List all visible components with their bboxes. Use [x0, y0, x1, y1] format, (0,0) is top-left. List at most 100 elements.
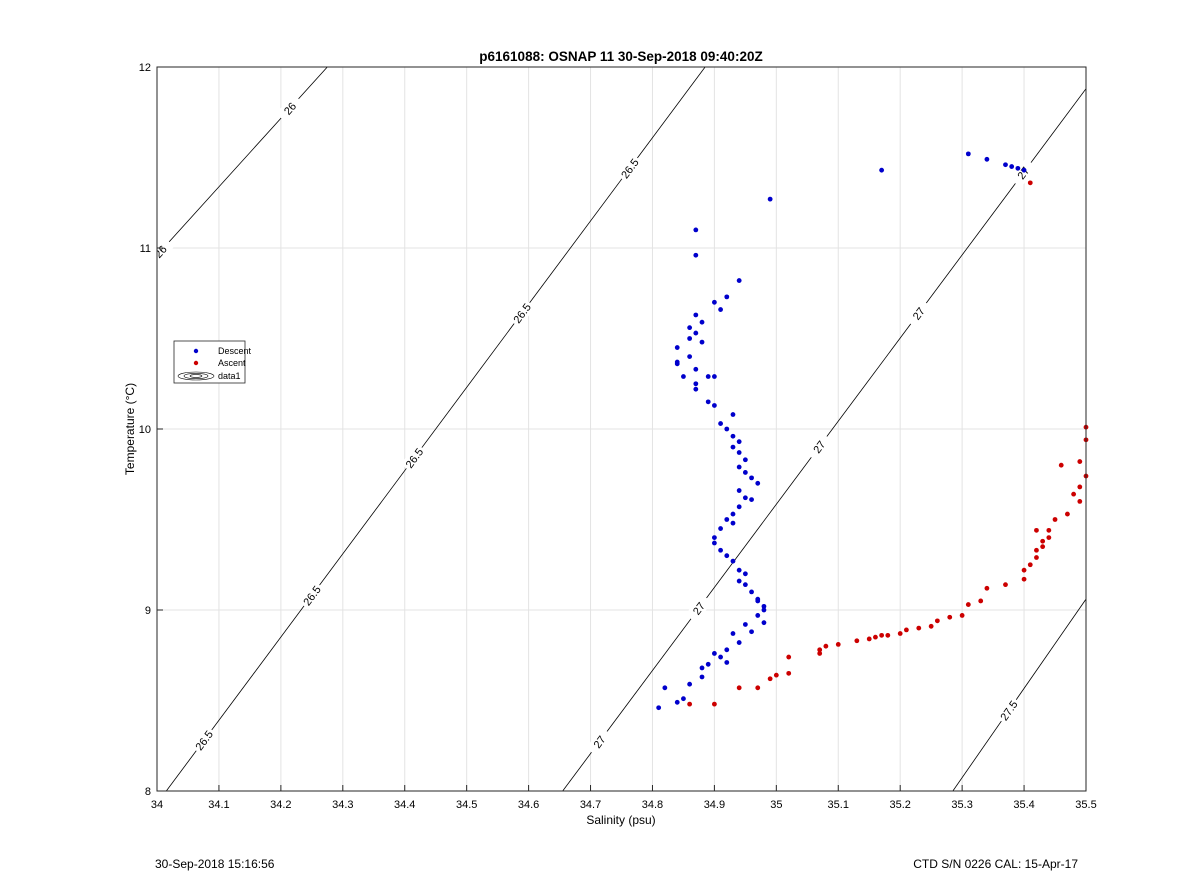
- ascent-point: [1046, 527, 1052, 533]
- descent-point: [1009, 164, 1015, 169]
- x-tick-label: 34.9: [704, 799, 725, 811]
- descent-point: [712, 651, 717, 656]
- y-tick-label: 10: [139, 424, 151, 436]
- isopycnal-line: [157, 67, 328, 256]
- descent-point: [705, 374, 711, 379]
- contour-label-bg: [275, 94, 304, 123]
- descent-point: [693, 227, 699, 233]
- ascent-point: [897, 631, 903, 636]
- legend: Descent Ascent data1: [173, 340, 252, 384]
- ascent-point: [959, 613, 965, 618]
- x-tick-label: 35.5: [1075, 799, 1096, 811]
- footer-instrument-info: CTD S/N 0226 CAL: 15-Apr-17: [913, 857, 1078, 871]
- ascent-point: [1034, 547, 1039, 553]
- x-tick-label: 34.3: [332, 799, 353, 811]
- y-tick-label: 8: [145, 786, 151, 798]
- descent-point: [705, 399, 711, 405]
- descent-point: [699, 339, 705, 345]
- descent-point: [736, 450, 742, 455]
- contour-label-bg: [190, 725, 218, 755]
- footer-timestamp: 30-Sep-2018 15:16:56: [155, 857, 275, 871]
- x-tick-label: 35.1: [828, 799, 849, 811]
- descent-point: [687, 336, 693, 341]
- descent-point: [712, 540, 717, 546]
- descent-point: [761, 603, 767, 609]
- ascent-point: [786, 670, 792, 676]
- descent-point: [681, 374, 686, 379]
- grid-lines: [156, 66, 1087, 792]
- descent-point: [712, 374, 717, 379]
- ascent-point: [1003, 582, 1008, 588]
- contour-label-bg: [685, 593, 713, 624]
- y-tick-label: 9: [145, 605, 151, 617]
- ascent-point: [1040, 544, 1046, 550]
- descent-point: [687, 325, 693, 331]
- descent-point: [718, 547, 723, 553]
- descent-point: [749, 629, 754, 635]
- descent-point: [724, 647, 730, 653]
- descent-point: [742, 470, 748, 475]
- descent-point: [755, 596, 761, 602]
- descent-point: [1003, 162, 1008, 168]
- descent-point: [724, 553, 730, 559]
- data-points: [656, 151, 1089, 711]
- descent-point: [742, 457, 748, 463]
- ascent-point: [817, 647, 823, 653]
- contour-label-bg: [805, 432, 833, 462]
- contour-label-bg: [400, 443, 428, 473]
- axis-ticks: 34 34.1 34.2 34.3 34.4 34.5 34.6 34.7 34.8 34.9 35…: [139, 62, 1097, 811]
- ascent-point: [984, 585, 990, 591]
- ascent-point: [687, 701, 693, 707]
- contour-label-bg: [585, 727, 613, 757]
- descent-point: [724, 426, 730, 432]
- descent-point: [730, 444, 736, 450]
- isopycnal-line: [165, 67, 706, 791]
- descent-point: [730, 558, 736, 564]
- isopycnal-line: [952, 598, 1086, 791]
- x-tick-label: 34.7: [580, 799, 601, 811]
- descent-point: [736, 640, 742, 645]
- descent-point: [724, 660, 730, 665]
- x-tick-label: 34.6: [518, 799, 539, 811]
- descent-point: [718, 421, 723, 426]
- descent-point: [718, 654, 723, 660]
- descent-point: [712, 299, 717, 305]
- descent-point: [736, 439, 742, 445]
- y-tick-label: 12: [139, 62, 151, 74]
- ascent-point: [1065, 511, 1070, 517]
- legend-box: [173, 340, 246, 384]
- y-axis-label: Temperature (°C): [123, 383, 137, 475]
- ascent-point: [873, 634, 878, 640]
- contour-label-bg: [995, 695, 1022, 726]
- descent-point: [730, 631, 736, 636]
- ascent-point: [1021, 576, 1027, 582]
- ascent-point: [823, 643, 829, 649]
- ascent-point: [1071, 491, 1077, 497]
- x-tick-label: 34: [151, 799, 163, 811]
- descent-point: [742, 622, 748, 627]
- x-tick-label: 35.2: [889, 799, 910, 811]
- legend-data1-label: data1: [218, 371, 241, 381]
- x-tick-label: 34.1: [208, 799, 229, 811]
- ascent-point: [978, 598, 984, 604]
- descent-point: [674, 359, 680, 365]
- ascent-point: [1027, 562, 1033, 568]
- descent-point: [699, 319, 705, 325]
- descent-point: [693, 330, 699, 336]
- legend-contour-icon: [177, 371, 215, 381]
- legend-descent-label: Descent: [218, 346, 252, 356]
- descent-point: [736, 488, 742, 493]
- descent-point: [749, 475, 754, 481]
- ascent-point: [916, 625, 922, 631]
- ascent-point: [879, 632, 885, 638]
- ascent-point: [934, 618, 940, 624]
- x-axis-label: Salinity (psu): [586, 813, 655, 827]
- descent-point: [742, 571, 748, 577]
- descent-point: [693, 386, 699, 392]
- descent-point: [879, 167, 885, 173]
- descent-point: [693, 252, 699, 258]
- descent-point: [755, 613, 761, 618]
- descent-point: [736, 464, 742, 470]
- ascent-point: [767, 676, 773, 682]
